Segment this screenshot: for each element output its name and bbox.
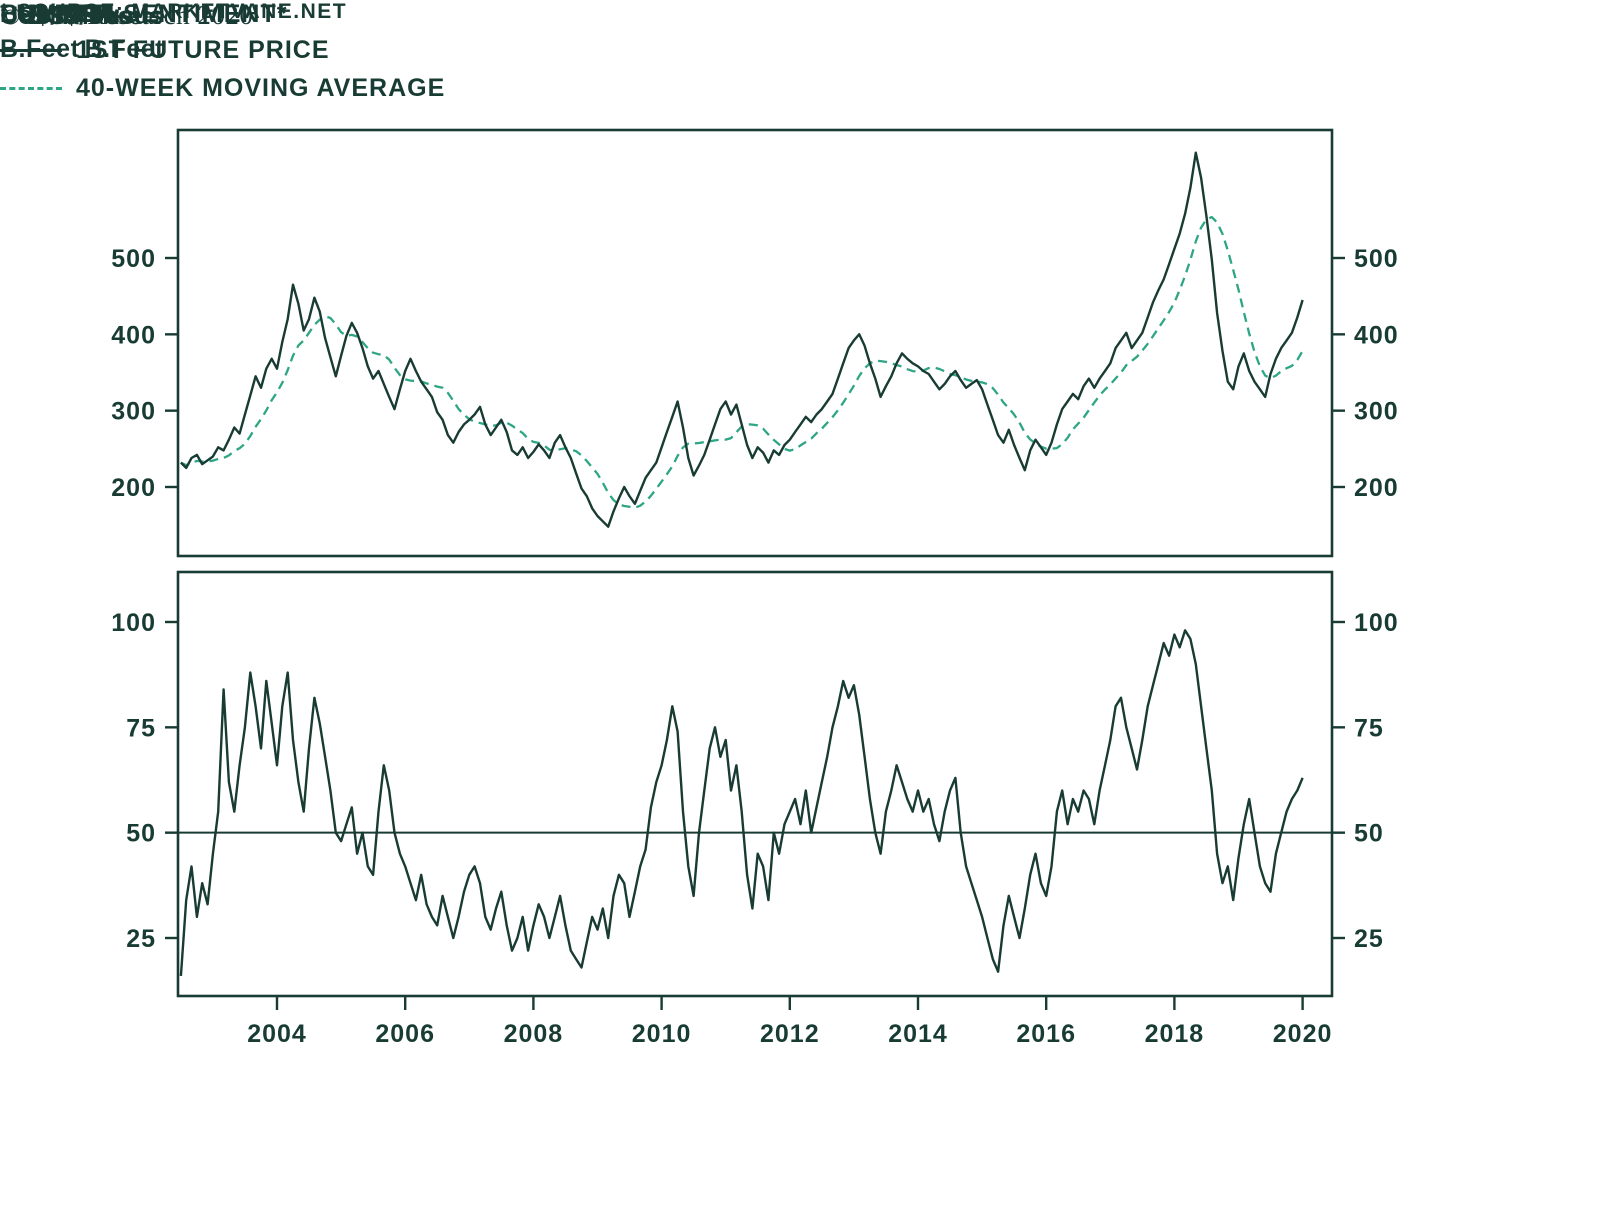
ma-line-swatch bbox=[0, 87, 62, 90]
svg-text:50: 50 bbox=[126, 820, 156, 848]
svg-text:500: 500 bbox=[1354, 245, 1399, 273]
svg-text:2008: 2008 bbox=[504, 1020, 564, 1048]
legend-item-price: 1ST FUTURE PRICE bbox=[0, 36, 445, 65]
source-note: * SOURCE: MARKETVANE.NET bbox=[0, 0, 348, 23]
copyright-text: © BCα Research 2020 bbox=[0, 0, 254, 30]
svg-text:200: 200 bbox=[111, 474, 156, 502]
svg-text:75: 75 bbox=[126, 714, 156, 742]
left-axis-unit-label: US$/Thous B.Feet bbox=[0, 0, 164, 66]
svg-text:2010: 2010 bbox=[632, 1020, 692, 1048]
legend: LUMBER: 1ST FUTURE PRICE 40-WEEK MOVING … bbox=[0, 0, 445, 112]
svg-text:2020: 2020 bbox=[1273, 1020, 1333, 1048]
svg-text:300: 300 bbox=[111, 398, 156, 426]
right-axis-unit-line1: US$/Thous bbox=[0, 2, 136, 30]
left-axis-unit-line2: B.Feet bbox=[84, 35, 164, 63]
svg-text:2006: 2006 bbox=[375, 1020, 435, 1048]
svg-text:100: 100 bbox=[111, 609, 156, 637]
svg-text:400: 400 bbox=[1354, 321, 1399, 349]
svg-text:2016: 2016 bbox=[1016, 1020, 1076, 1048]
svg-text:2004: 2004 bbox=[247, 1020, 307, 1048]
svg-text:2018: 2018 bbox=[1145, 1020, 1205, 1048]
left-axis-unit-line1: US$/Thous bbox=[28, 2, 164, 30]
svg-text:2012: 2012 bbox=[760, 1020, 820, 1048]
svg-text:300: 300 bbox=[1354, 398, 1399, 426]
svg-text:2014: 2014 bbox=[888, 1020, 948, 1048]
svg-text:200: 200 bbox=[1354, 474, 1399, 502]
legend-title: LUMBER: bbox=[0, 0, 123, 28]
svg-text:50: 50 bbox=[1354, 820, 1384, 848]
price-line-swatch bbox=[0, 49, 62, 52]
svg-text:500: 500 bbox=[111, 245, 156, 273]
svg-text:25: 25 bbox=[126, 925, 156, 953]
svg-text:400: 400 bbox=[111, 321, 156, 349]
svg-text:75: 75 bbox=[1354, 714, 1384, 742]
legend-item-ma-label: 40-WEEK MOVING AVERAGE bbox=[76, 74, 446, 102]
svg-text:25: 25 bbox=[1354, 925, 1384, 953]
svg-text:100: 100 bbox=[1354, 609, 1399, 637]
legend-item-ma: 40-WEEK MOVING AVERAGE bbox=[0, 74, 445, 103]
panel2-title: BULLISH SENTIMENT* bbox=[0, 0, 288, 28]
legend-item-price-label: 1ST FUTURE PRICE bbox=[76, 36, 330, 64]
